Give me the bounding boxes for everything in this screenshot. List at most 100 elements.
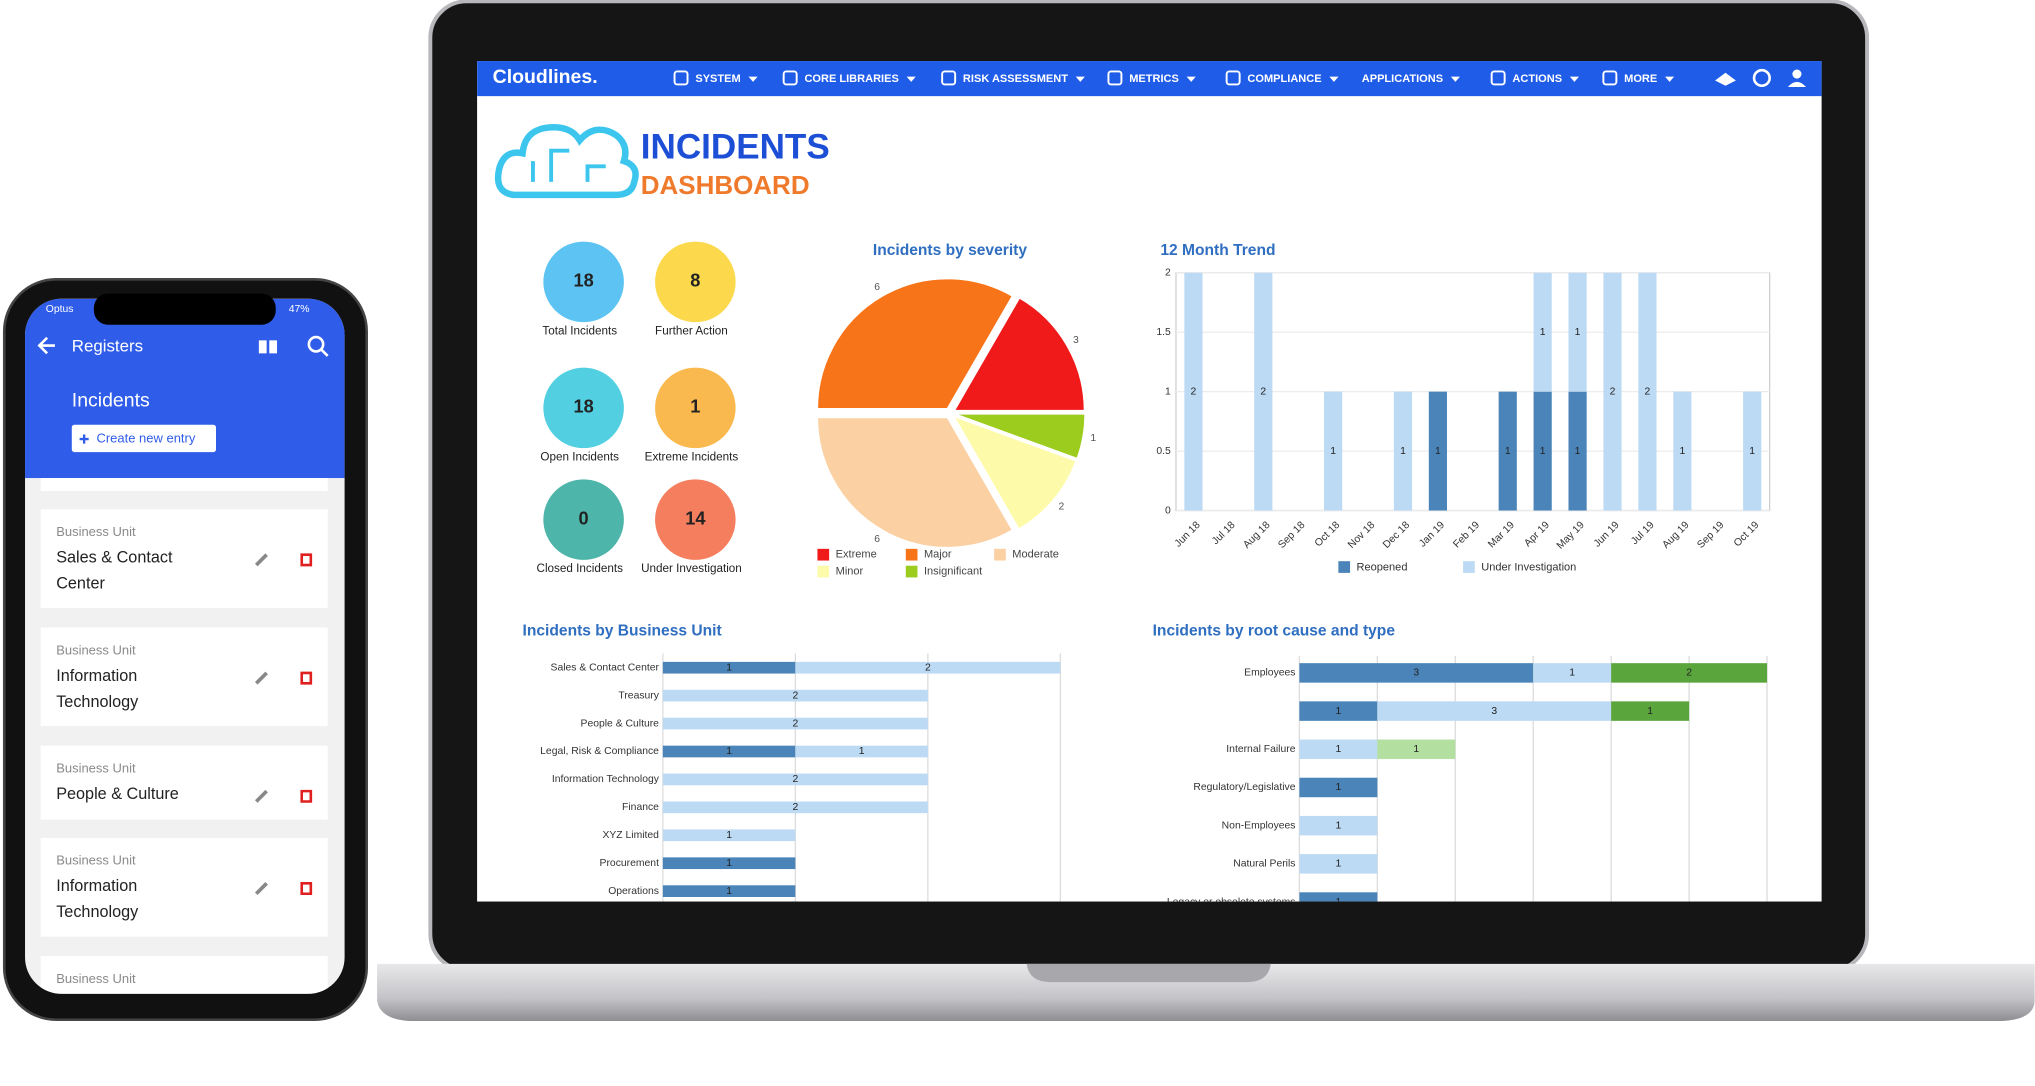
bar-segment xyxy=(662,689,928,702)
bar-label: 1 xyxy=(1335,859,1341,870)
card-label: Business Unit xyxy=(56,971,136,986)
nav-item[interactable]: ACTIONS xyxy=(1512,73,1562,85)
nav-item[interactable]: COMPLIANCE xyxy=(1247,73,1321,85)
nav-icon xyxy=(1107,70,1123,86)
nav-item[interactable]: CORE LIBRARIES xyxy=(804,73,898,85)
legend-label: Moderate xyxy=(1012,549,1059,561)
back-icon[interactable] xyxy=(37,336,55,355)
card-partial xyxy=(40,478,328,492)
slice-label: 6 xyxy=(874,282,880,293)
carrier: Optus xyxy=(46,304,74,315)
bar-segment xyxy=(1568,391,1587,511)
bar-label: 1 xyxy=(726,662,732,673)
bar-segment xyxy=(1299,777,1378,798)
kpi-value: 8 xyxy=(690,271,700,291)
y-tick-label: 1.5 xyxy=(1156,327,1171,338)
card-value: People & Culture xyxy=(56,785,179,803)
bar-label: 1 xyxy=(726,858,732,869)
nav-item[interactable]: METRICS xyxy=(1129,73,1179,85)
y-tick-label: 0.5 xyxy=(1156,446,1171,457)
card[interactable] xyxy=(40,837,328,937)
bar-label: 2 xyxy=(792,718,798,729)
bar-segment xyxy=(1299,815,1378,836)
nav-caret xyxy=(1186,76,1196,82)
delete-icon[interactable] xyxy=(300,553,313,567)
phone-title: Registers xyxy=(72,336,143,355)
laptop-notch xyxy=(1026,963,1271,983)
create-button[interactable] xyxy=(71,424,216,453)
bar-segment xyxy=(1743,391,1762,511)
card[interactable] xyxy=(40,509,328,608)
bar-label: 1 xyxy=(1575,327,1581,338)
edit-icon[interactable] xyxy=(254,671,268,685)
y-tick-label: Finance xyxy=(622,802,659,813)
brand: Cloudlines. xyxy=(493,66,598,88)
edit-icon[interactable] xyxy=(254,789,268,803)
slice-label: 2 xyxy=(1059,501,1065,512)
card-value: Sales & Contact Center xyxy=(56,549,177,593)
kpi-value: 18 xyxy=(574,397,594,417)
y-tick-label: People & Culture xyxy=(581,718,660,729)
nav-item[interactable]: MORE xyxy=(1624,73,1657,85)
nav-caret xyxy=(906,76,916,82)
card[interactable] xyxy=(40,627,328,727)
button-label[interactable]: Create new entry xyxy=(96,431,195,446)
kpi-value: 18 xyxy=(574,271,594,291)
bar-segment xyxy=(1299,892,1378,902)
kpi-label: Extreme Incidents xyxy=(645,450,739,463)
bar-segment xyxy=(1393,391,1413,511)
edit-icon[interactable] xyxy=(254,882,268,896)
navbar xyxy=(477,61,1822,97)
nav-item[interactable]: APPLICATIONS xyxy=(1362,73,1443,85)
bar-label: 1 xyxy=(1330,446,1336,457)
delete-icon[interactable] xyxy=(300,671,313,685)
card-label: Business Unit xyxy=(56,524,136,539)
legend-swatch xyxy=(905,565,918,578)
bar-segment xyxy=(1299,663,1534,683)
phone-content: Optus 47% Registers Incidents Create new ent… xyxy=(25,298,345,1008)
kpi-label: Under Investigation xyxy=(641,562,742,575)
y-tick-label: Operations xyxy=(608,886,659,897)
y-tick-label: Non-Employees xyxy=(1222,820,1296,831)
bar-segment xyxy=(795,745,928,758)
bar-label: 3 xyxy=(1491,706,1497,717)
y-tick-label: XYZ Limited xyxy=(602,830,659,841)
card[interactable] xyxy=(40,956,328,1008)
delete-icon[interactable] xyxy=(300,882,313,896)
search-icon[interactable] xyxy=(307,335,329,357)
y-tick-label: Regulatory/Legislative xyxy=(1193,782,1295,793)
bar-label: 1 xyxy=(1335,820,1341,831)
bar-label: 2 xyxy=(1645,386,1651,397)
y-tick-label: Legal, Risk & Compliance xyxy=(540,746,659,757)
delete-icon[interactable] xyxy=(300,789,313,803)
legend-swatch xyxy=(817,548,830,561)
y-tick-label: Information Technology xyxy=(552,774,660,785)
nav-icon xyxy=(1225,70,1241,86)
bar-label: 1 xyxy=(1647,706,1653,717)
bar-label: 2 xyxy=(792,802,798,813)
bar-segment xyxy=(1533,391,1552,511)
legend-swatch xyxy=(817,565,830,578)
bar-segment xyxy=(1299,701,1378,721)
bar-label: 1 xyxy=(1413,744,1419,755)
dashboard-title: INCIDENTS xyxy=(641,128,830,167)
nav-item[interactable]: SYSTEM xyxy=(695,73,740,85)
kpi-label: Further Action xyxy=(655,324,728,337)
bar-segment xyxy=(1324,391,1343,511)
binoculars-icon[interactable] xyxy=(258,340,278,354)
legend-swatch xyxy=(1338,561,1351,573)
bar-segment xyxy=(662,801,928,814)
bar-label: 1 xyxy=(1540,327,1546,338)
nav-item[interactable]: RISK ASSESSMENT xyxy=(963,73,1068,85)
card[interactable] xyxy=(40,745,328,820)
edit-icon[interactable] xyxy=(254,553,268,567)
nav-icon xyxy=(941,70,957,86)
kpi-circle xyxy=(543,367,624,449)
laptop-base xyxy=(377,963,2035,1022)
y-tick-label: Procurement xyxy=(600,858,660,869)
legend-label: Minor xyxy=(836,566,864,578)
nav-caret xyxy=(1075,76,1085,82)
legend-label: Under Investigation xyxy=(1481,562,1576,574)
chart-title: Incidents by severity xyxy=(873,242,1027,259)
